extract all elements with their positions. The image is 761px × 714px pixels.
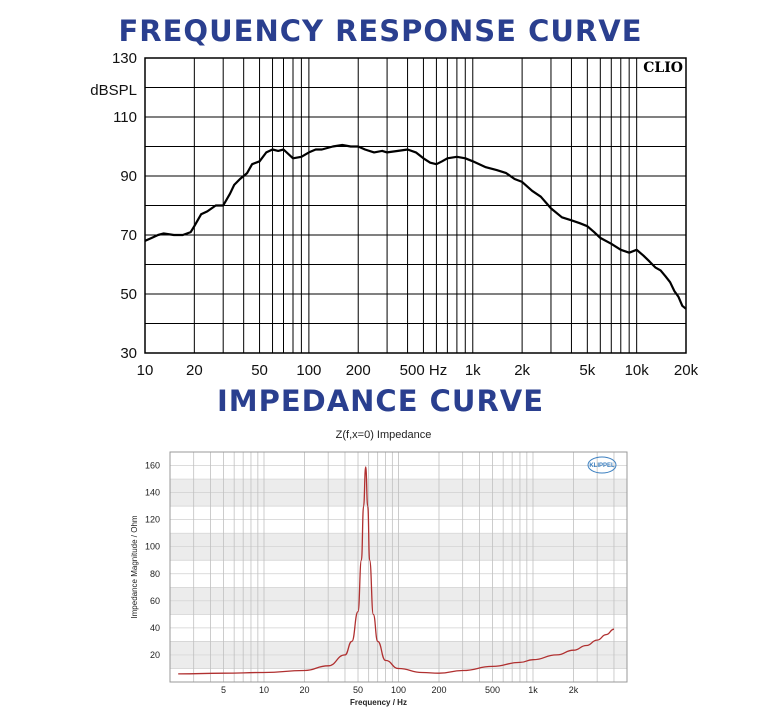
imp-x-tick-label: 20 <box>299 685 309 695</box>
imp-y-tick-label: 20 <box>150 650 160 660</box>
fr-x-tick-label: 50 <box>251 362 268 379</box>
imp-y-ticks: 160 140 120 100 80 60 40 20 <box>145 461 160 660</box>
imp-x-tick-label: 5 <box>221 685 226 695</box>
imp-x-axis-label: Frequency / Hz <box>350 698 407 707</box>
fr-x-tick-label: 100 <box>296 362 321 379</box>
fr-x-tick-label: 20 <box>186 362 203 379</box>
fr-grid <box>145 58 686 353</box>
fr-y-tick-label: 130 <box>112 50 137 67</box>
fr-x-tick-label: 500 Hz <box>400 362 448 379</box>
fr-x-tick-label: 10k <box>625 362 650 379</box>
imp-y-tick-label: 140 <box>145 488 160 498</box>
fr-y-tick-label: 50 <box>120 286 137 303</box>
fr-x-tick-label: 200 <box>346 362 371 379</box>
frequency-response-heading: FREQUENCY RESPONSE CURVE <box>118 14 643 48</box>
imp-series-line <box>178 466 615 675</box>
imp-x-tick-label: 100 <box>391 685 406 695</box>
fr-series-line <box>144 143 687 310</box>
fr-y-tick-label: 70 <box>120 227 137 244</box>
fr-y-tick-label: 30 <box>120 345 137 362</box>
fr-x-tick-label: 1k <box>465 362 481 379</box>
fr-x-ticks: 10 20 50 100 200 500 Hz 1k 2k 5k 10k 20k <box>137 362 699 379</box>
imp-y-tick-label: 160 <box>145 461 160 471</box>
imp-y-tick-label: 120 <box>145 515 160 525</box>
imp-x-tick-label: 200 <box>431 685 446 695</box>
klippel-logo-text: KLIPPEL <box>589 463 615 469</box>
fr-y-ticks: 130 110 90 70 50 30 <box>112 50 137 362</box>
fr-y-tick-label: 110 <box>113 109 137 126</box>
imp-y-axis-label: Impedance Magnitude / Ohm <box>130 515 139 619</box>
impedance-heading: IMPEDANCE CURVE <box>216 384 545 418</box>
imp-y-tick-label: 40 <box>150 623 160 633</box>
imp-x-tick-label: 2k <box>569 685 579 695</box>
fr-y-axis-label: dBSPL <box>90 82 137 99</box>
imp-x-ticks: 5 10 20 50 100 200 500 1k 2k <box>221 685 579 695</box>
imp-plot-frame <box>169 451 628 683</box>
imp-x-tick-label: 50 <box>353 685 363 695</box>
fr-x-tick-label: 5k <box>579 362 595 379</box>
imp-y-tick-label: 80 <box>150 569 160 579</box>
clio-logo-text: CLIO <box>643 60 683 76</box>
fr-x-tick-label: 10 <box>137 362 154 379</box>
imp-x-tick-label: 500 <box>485 685 500 695</box>
imp-y-tick-label: 100 <box>145 542 160 552</box>
fr-x-tick-label: 20k <box>674 362 699 379</box>
fr-x-tick-label: 2k <box>514 362 530 379</box>
imp-x-tick-label: 10 <box>259 685 269 695</box>
imp-y-tick-label: 60 <box>150 596 160 606</box>
imp-x-tick-label: 1k <box>528 685 538 695</box>
impedance-chart-title: Z(f,x=0) Impedance <box>336 429 432 441</box>
fr-plot-frame <box>144 57 687 354</box>
klippel-logo: KLIPPEL <box>587 456 617 474</box>
fr-y-tick-label: 90 <box>120 168 137 185</box>
klippel-logo-badge <box>587 456 617 474</box>
imp-grid <box>170 452 627 682</box>
